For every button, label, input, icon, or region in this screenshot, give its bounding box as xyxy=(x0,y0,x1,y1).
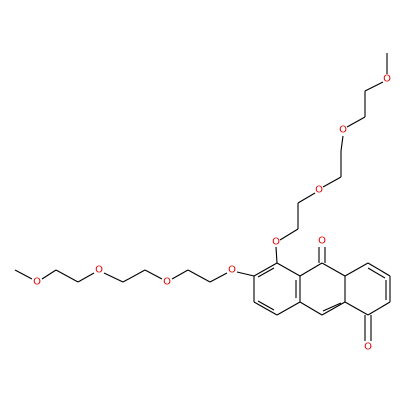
atom-label: O xyxy=(315,185,323,196)
atom-label: O xyxy=(95,265,103,276)
atom-labels: O O O O O O O O O O xyxy=(33,74,391,353)
atom-label: O xyxy=(163,277,171,288)
atom-label: O xyxy=(364,342,372,353)
bonds xyxy=(14,53,391,341)
atom-label: O xyxy=(339,125,347,136)
atom-label: O xyxy=(228,265,236,276)
atom-label: O xyxy=(272,237,280,248)
atom-label: O xyxy=(33,277,41,288)
atom-label: O xyxy=(383,74,391,85)
atom-label: O xyxy=(318,236,326,247)
